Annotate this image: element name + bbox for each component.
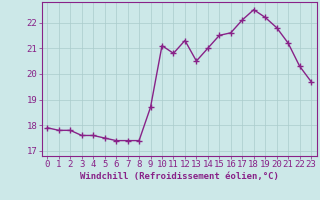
X-axis label: Windchill (Refroidissement éolien,°C): Windchill (Refroidissement éolien,°C) [80,172,279,181]
